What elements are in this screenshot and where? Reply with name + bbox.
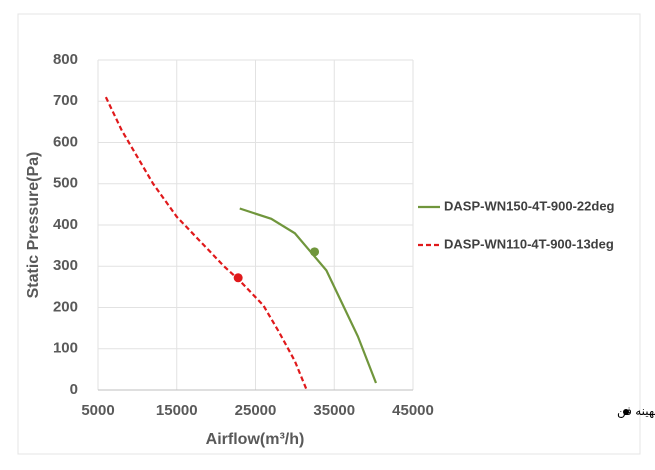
chart-frame [17, 13, 641, 455]
legend-label: DASP-WN150-4T-900-22deg [444, 198, 615, 213]
y-tick-label: 200 [53, 298, 78, 315]
x-axis-title: Airflow(m³/h) [206, 431, 305, 448]
x-tick-label: 15000 [156, 402, 198, 419]
x-tick-label: 35000 [313, 402, 355, 419]
legend-label: DASP-WN110-4T-900-13deg [444, 236, 614, 251]
highlight-point [310, 247, 320, 257]
x-tick-label: 45000 [392, 402, 434, 419]
y-tick-label: 0 [70, 381, 78, 398]
series-line [104, 96, 308, 391]
y-tick-label: 400 [53, 216, 78, 233]
y-tick-label: 800 [53, 51, 78, 68]
y-tick-label: 500 [53, 175, 78, 192]
annotation-bullet [623, 409, 629, 415]
x-tick-label: 5000 [81, 402, 114, 419]
highlight-point [233, 273, 243, 283]
annotation: نقطه عملکرد بهینه فن [617, 404, 655, 419]
y-tick-label: 300 [53, 257, 78, 274]
x-tick-label: 25000 [235, 402, 277, 419]
y-tick-label: 700 [53, 92, 78, 109]
y-axis-title: Static Pressure(Pa) [25, 152, 42, 299]
y-tick-label: 600 [53, 133, 78, 150]
y-tick-label: 100 [53, 340, 78, 357]
series-line [239, 207, 378, 384]
